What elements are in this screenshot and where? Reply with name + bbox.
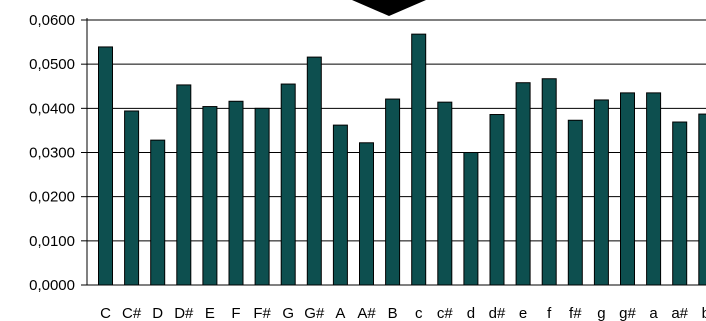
bar-D bbox=[150, 139, 166, 286]
x-tick-label: D# bbox=[174, 305, 194, 321]
bar-C# bbox=[124, 110, 140, 286]
bar-b bbox=[698, 113, 706, 286]
bars bbox=[98, 33, 706, 286]
bar-d bbox=[463, 152, 479, 286]
bar-B bbox=[385, 98, 401, 286]
x-tick-label: G# bbox=[304, 305, 325, 321]
bar-f# bbox=[567, 119, 583, 286]
bar-D# bbox=[176, 84, 192, 286]
down-arrow-icon bbox=[352, 0, 426, 16]
x-tick-label: c bbox=[415, 305, 423, 321]
bar-A bbox=[332, 124, 348, 286]
x-tick-label: e bbox=[519, 305, 527, 321]
bar-E bbox=[202, 106, 218, 286]
bar-g bbox=[593, 99, 609, 286]
x-tick-label: a# bbox=[671, 305, 688, 321]
x-tick-label: F bbox=[231, 305, 240, 321]
bar-G bbox=[280, 83, 296, 286]
x-tick-label: D bbox=[152, 305, 163, 321]
x-tick-label: C bbox=[100, 305, 111, 321]
x-tick-label: A bbox=[335, 305, 345, 321]
bar-F bbox=[228, 100, 244, 286]
bar-d# bbox=[489, 114, 505, 286]
x-tick-label: d bbox=[467, 305, 475, 321]
bar-F# bbox=[254, 107, 270, 286]
bar-a bbox=[646, 92, 662, 286]
bar-a# bbox=[672, 121, 688, 286]
bar-c# bbox=[437, 101, 453, 286]
x-tick-label: b bbox=[702, 305, 706, 321]
bar-G# bbox=[306, 56, 322, 286]
y-tick-label: 0,0400 bbox=[29, 100, 75, 117]
bar-e bbox=[515, 82, 531, 286]
x-tick-label: F# bbox=[253, 305, 271, 321]
x-tick-label: g bbox=[597, 305, 605, 321]
x-tick-label: f bbox=[547, 305, 552, 321]
bar-g# bbox=[620, 92, 635, 286]
x-tick-label: f# bbox=[569, 305, 582, 321]
x-tick-label: B bbox=[388, 305, 398, 321]
x-tick-label: c# bbox=[437, 305, 454, 321]
x-tick-label: a bbox=[649, 305, 658, 321]
y-tick-label: 0,0100 bbox=[29, 233, 75, 250]
bar-A# bbox=[359, 142, 374, 286]
bar-f bbox=[541, 78, 557, 286]
x-tick-label: A# bbox=[357, 305, 376, 321]
y-tick-label: 0,0200 bbox=[29, 189, 75, 206]
x-tick-label: E bbox=[205, 305, 215, 321]
y-axis-ticks: 0,0000 0,0100 0,0200 0,0300 0,0400 0,0500 0,06… bbox=[29, 12, 87, 294]
y-tick-label: 0,0600 bbox=[29, 12, 75, 29]
x-tick-label: d# bbox=[489, 305, 506, 321]
x-tick-label: G bbox=[282, 305, 294, 321]
bar-C bbox=[98, 46, 113, 286]
y-tick-label: 0,0000 bbox=[29, 277, 75, 294]
x-tick-label: C# bbox=[122, 305, 142, 321]
y-tick-label: 0,0300 bbox=[29, 145, 75, 162]
bar-c bbox=[411, 33, 427, 286]
y-tick-label: 0,0500 bbox=[29, 56, 75, 73]
x-tick-label: g# bbox=[619, 305, 636, 321]
